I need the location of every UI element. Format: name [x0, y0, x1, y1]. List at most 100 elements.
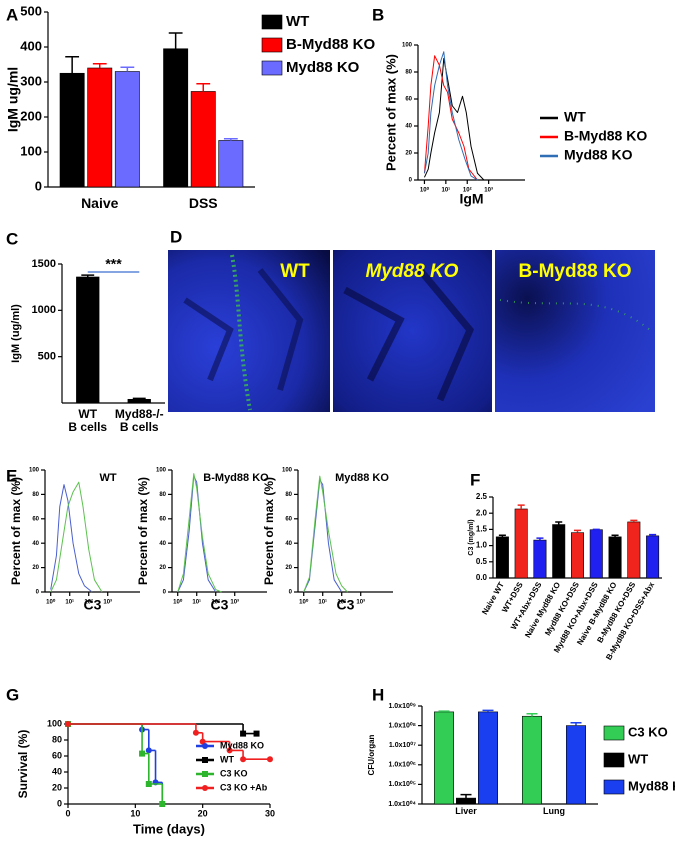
x-axis-label: C3: [337, 597, 355, 613]
marker: [145, 781, 152, 787]
y-axis-label: Percent of max (%): [136, 477, 150, 585]
panel-label: B: [372, 5, 384, 24]
micrograph: [495, 250, 655, 412]
error-bar: [611, 534, 619, 537]
panel-label: G: [6, 685, 19, 704]
y-tick-label: 2.0: [476, 508, 488, 517]
marker: [139, 750, 146, 757]
bar: [87, 67, 113, 188]
panel-label: C: [6, 229, 18, 248]
image-label: WT: [280, 261, 310, 282]
error-bar: [630, 519, 638, 522]
y-axis-label: Percent of max (%): [383, 54, 398, 171]
legend-label: C3 KO: [628, 724, 668, 739]
chart-title: Myd88 KO: [335, 472, 389, 484]
y-axis-label: IgM (ug/ml): [10, 304, 22, 363]
bar: [608, 536, 622, 579]
y-tick-label: 1.0x10⁰⁷: [389, 741, 416, 749]
x-tick-label: 10³: [484, 187, 493, 194]
error-bar: [81, 274, 95, 277]
x-tick-label: 10⁰: [46, 599, 56, 606]
marker: [240, 756, 247, 763]
marker: [240, 730, 247, 737]
y-tick-label: 60: [52, 750, 62, 760]
y-tick-label: 80: [32, 492, 39, 498]
x-tick-label: 10³: [356, 599, 365, 606]
y-axis-label: Percent of max (%): [262, 477, 276, 585]
error-bar: [196, 83, 211, 92]
x-tick-label: 10²: [463, 187, 472, 194]
x-tick-label-box: DSS: [189, 196, 218, 211]
legend-label: Myd88 KO: [628, 778, 675, 793]
legend-swatch: [261, 37, 283, 53]
legend-label: Myd88 KO: [220, 740, 264, 750]
x-tick-label-box: Myd88-/- B cells: [115, 408, 164, 434]
y-tick-label: 100: [20, 143, 42, 158]
x-tick-label-box: Naive: [81, 196, 119, 211]
y-tick-label: 40: [285, 541, 292, 547]
panel-label: E: [6, 466, 17, 485]
y-tick-label: 1.0: [476, 541, 488, 550]
marker: [253, 730, 260, 737]
bar: [59, 72, 85, 188]
y-tick-label: 1500: [32, 258, 56, 270]
x-tick-label: 10¹: [192, 599, 201, 606]
marker: [199, 738, 206, 745]
error-bar: [536, 537, 544, 541]
x-tick-label-box: Lung: [543, 807, 565, 816]
micrographs: D WT Myd88 KO B-Myd88 KO: [168, 227, 655, 412]
x-axis-label: C3: [84, 597, 102, 613]
y-tick-label: 20: [32, 565, 39, 571]
marker: [226, 747, 233, 754]
line: [303, 475, 348, 593]
micrograph: [168, 250, 330, 412]
y-tick-label: 500: [38, 351, 56, 363]
bar: [566, 725, 586, 805]
x-tick-label: 10: [130, 808, 140, 818]
legend-label: WT: [286, 13, 309, 30]
y-tick-label: 60: [405, 97, 412, 103]
x-axis-label: IgM: [459, 191, 483, 207]
error-bar: [223, 137, 238, 141]
line: [177, 473, 222, 593]
y-tick-label: 80: [405, 70, 412, 76]
legend-label: WT: [220, 754, 234, 764]
y-axis-label: Survival (%): [16, 730, 30, 799]
y-tick-label: 0: [163, 590, 167, 596]
x-tick-label: 0: [65, 808, 70, 818]
y-tick-label: 300: [20, 73, 42, 88]
y-tick-label: 1.0x10⁰⁹: [388, 702, 416, 710]
y-tick-label: 100: [29, 468, 40, 474]
x-tick-label: Lung: [543, 807, 565, 816]
error-bar: [526, 713, 538, 717]
y-tick-label: 200: [20, 108, 42, 123]
y-tick-label: 0: [35, 178, 42, 193]
chart-title: B-Myd88 KO: [203, 472, 269, 484]
marker: [159, 801, 166, 807]
x-tick-label: WT B cells: [68, 408, 108, 435]
panel-label: D: [170, 227, 182, 246]
y-tick-label: 100: [156, 468, 167, 474]
y-tick-label: 100: [47, 718, 62, 728]
legend-label: WT: [628, 751, 648, 766]
x-tick-label: 10²: [211, 599, 220, 606]
legend-marker: [202, 757, 208, 763]
y-tick-label: 500: [20, 3, 42, 18]
y-tick-label: 60: [32, 516, 39, 522]
bar: [434, 711, 454, 805]
image-label: B-Myd88 KO: [519, 261, 632, 282]
y-tick-label: 20: [159, 565, 166, 571]
x-tick-label: Naive: [81, 196, 119, 211]
x-tick-label: 10⁰: [173, 599, 183, 606]
bar: [114, 71, 140, 188]
legend-swatch: [603, 752, 625, 768]
x-tick-label: Liver: [455, 807, 477, 816]
marker: [145, 747, 152, 754]
y-tick-label: 40: [32, 541, 39, 547]
error-bar: [92, 63, 107, 68]
error-bar: [570, 721, 582, 726]
marker: [192, 729, 199, 736]
y-tick-label: 60: [159, 516, 166, 522]
y-tick-label: 0: [36, 590, 40, 596]
